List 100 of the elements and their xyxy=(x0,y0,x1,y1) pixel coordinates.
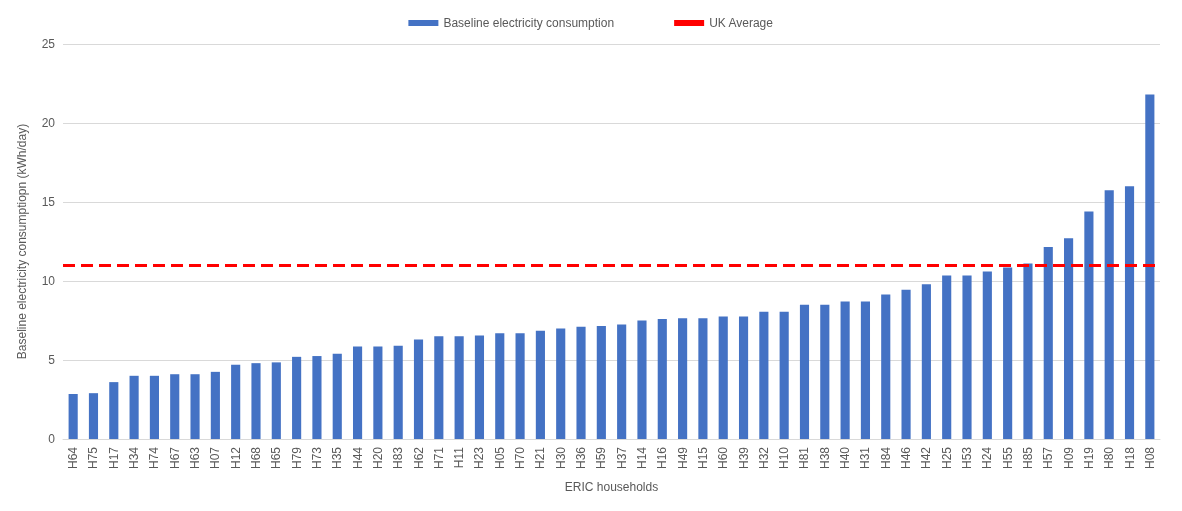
bar xyxy=(231,364,241,439)
x-tick-label: H73 xyxy=(309,446,324,470)
bar xyxy=(678,318,688,439)
x-tick-label: H81 xyxy=(797,446,812,470)
x-tick-label: H38 xyxy=(817,446,832,470)
x-tick-label: H74 xyxy=(147,446,162,470)
bar xyxy=(1003,267,1013,439)
bar xyxy=(495,333,505,439)
x-tick-label: H30 xyxy=(553,446,568,470)
x-tick-label: H71 xyxy=(431,446,446,470)
x-tick-label: H31 xyxy=(858,446,873,470)
bar xyxy=(1104,190,1114,439)
bar xyxy=(373,346,383,439)
x-tick-label: H83 xyxy=(391,446,406,470)
bar xyxy=(88,393,99,439)
x-tick-label: H62 xyxy=(411,446,426,470)
bar xyxy=(799,304,810,439)
y-tick-label: 15 xyxy=(41,195,56,209)
bar xyxy=(170,374,180,439)
bar xyxy=(535,330,545,439)
x-tick-label: H84 xyxy=(878,446,893,470)
x-tick-label: H35 xyxy=(330,446,345,470)
x-tick-label: H57 xyxy=(1041,446,1056,470)
x-tick-label: H64 xyxy=(66,446,81,470)
bar xyxy=(901,289,911,439)
x-tick-label: H10 xyxy=(777,446,792,470)
x-tick-label: H67 xyxy=(167,446,182,470)
bar xyxy=(718,316,728,439)
x-tick-label: H05 xyxy=(492,446,507,470)
x-tick-label: H19 xyxy=(1081,446,1096,470)
bar xyxy=(190,374,200,439)
x-tick-label: H09 xyxy=(1061,446,1076,470)
y-tick-label: 0 xyxy=(48,432,56,446)
x-tick-label: H60 xyxy=(716,446,731,470)
x-tick-label: H17 xyxy=(106,446,121,470)
x-tick-label: H36 xyxy=(574,446,589,470)
x-tick-label: H25 xyxy=(939,446,954,470)
x-tick-label: H65 xyxy=(269,446,284,470)
bar xyxy=(698,318,708,439)
x-tick-label: H12 xyxy=(228,446,243,470)
x-tick-label: H39 xyxy=(736,446,751,470)
x-tick-label: H08 xyxy=(1142,446,1157,470)
x-tick-label: H34 xyxy=(127,446,142,470)
x-tick-label: H15 xyxy=(695,446,710,470)
bar xyxy=(352,346,363,439)
bar xyxy=(332,353,342,439)
bar xyxy=(515,333,525,439)
bar xyxy=(942,275,952,439)
bar xyxy=(251,363,261,439)
bar xyxy=(860,301,871,439)
x-tick-label: H14 xyxy=(634,446,649,470)
x-tick-label: H59 xyxy=(594,446,609,470)
x-tick-label: H42 xyxy=(919,446,934,470)
x-tick-label: H11 xyxy=(452,446,467,469)
bar xyxy=(312,356,322,439)
bar xyxy=(292,356,302,439)
bar xyxy=(129,375,139,439)
bar xyxy=(820,304,830,439)
bar xyxy=(1043,247,1053,439)
x-axis-title: ERIC households xyxy=(564,480,659,494)
bar xyxy=(556,328,566,439)
x-tick-label: H68 xyxy=(248,446,263,470)
x-tick-label: H18 xyxy=(1122,446,1137,470)
bar xyxy=(962,275,972,439)
bar xyxy=(149,375,159,439)
bar xyxy=(210,371,220,439)
x-tick-label: H24 xyxy=(980,446,995,470)
bar xyxy=(1124,186,1135,439)
x-tick-label: H70 xyxy=(513,446,528,470)
x-tick-label: H16 xyxy=(655,446,670,470)
x-tick-label: H79 xyxy=(289,446,304,470)
x-tick-label: H55 xyxy=(1000,446,1015,470)
bar xyxy=(576,326,586,439)
bar xyxy=(617,324,627,439)
x-tick-label: H40 xyxy=(838,446,853,470)
x-tick-label: H32 xyxy=(756,446,771,470)
x-tick-label: H75 xyxy=(86,446,101,470)
y-tick-label: 10 xyxy=(41,274,56,288)
bar xyxy=(657,318,667,439)
x-tick-label: H20 xyxy=(370,446,385,470)
bar xyxy=(1023,263,1033,439)
bar xyxy=(1145,94,1155,439)
bar xyxy=(637,320,647,439)
bar xyxy=(840,301,850,439)
bar xyxy=(759,311,769,439)
y-tick-label: 20 xyxy=(41,116,56,130)
bar xyxy=(393,345,403,439)
x-tick-label: H53 xyxy=(960,446,975,470)
bar xyxy=(454,336,464,439)
bar xyxy=(474,335,485,439)
x-tick-label: H85 xyxy=(1020,446,1035,470)
bar xyxy=(596,326,606,439)
y-tick-label: 5 xyxy=(48,353,56,367)
bar xyxy=(779,311,789,439)
bar xyxy=(109,382,119,439)
bar xyxy=(881,294,891,439)
x-tick-label: H21 xyxy=(533,446,548,470)
x-tick-label: H44 xyxy=(350,446,365,470)
bar xyxy=(413,339,424,439)
legend-label: Baseline electricity consumption xyxy=(443,16,615,30)
